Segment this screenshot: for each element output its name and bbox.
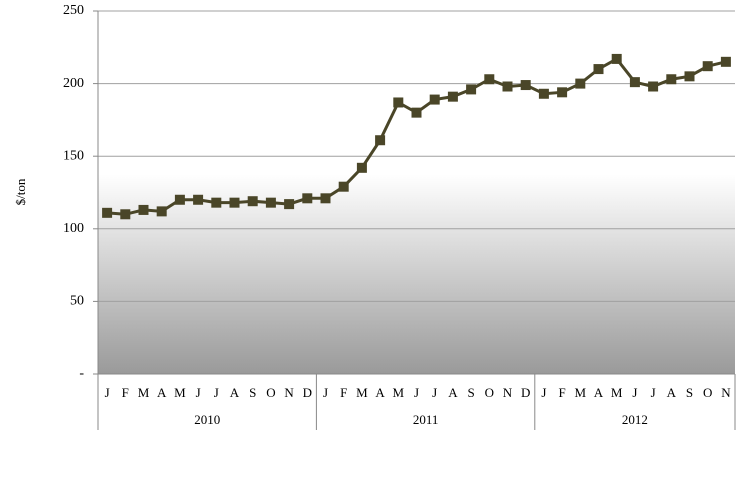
marker — [320, 193, 331, 204]
x-tick-label: N — [503, 385, 513, 400]
y-tick-label: 50 — [70, 294, 84, 309]
marker — [138, 204, 149, 215]
x-tick-label: A — [594, 385, 604, 400]
x-tick-label: N — [284, 385, 294, 400]
x-tick-label: J — [541, 385, 546, 400]
x-tick-label: O — [703, 385, 712, 400]
x-tick-label: A — [448, 385, 458, 400]
plot-background — [98, 11, 735, 374]
marker — [593, 64, 604, 75]
marker — [666, 74, 677, 85]
marker — [520, 80, 531, 91]
y-tick-label: 200 — [63, 76, 84, 91]
marker — [611, 53, 622, 64]
x-group-label: 2011 — [413, 412, 439, 427]
marker — [648, 81, 659, 92]
marker — [284, 199, 295, 210]
marker — [538, 88, 549, 99]
marker — [211, 197, 222, 208]
marker — [375, 135, 386, 146]
x-tick-label: A — [157, 385, 167, 400]
x-tick-label: D — [521, 385, 530, 400]
x-tick-label: N — [721, 385, 731, 400]
marker — [502, 81, 513, 92]
x-tick-label: S — [249, 385, 256, 400]
marker — [120, 209, 131, 220]
x-tick-label: J — [105, 385, 110, 400]
x-tick-label: J — [432, 385, 437, 400]
marker — [174, 194, 185, 205]
marker — [393, 97, 404, 108]
marker — [265, 197, 276, 208]
marker — [102, 207, 113, 218]
marker — [557, 87, 568, 98]
x-tick-label: M — [356, 385, 368, 400]
marker — [338, 181, 349, 192]
marker — [629, 77, 640, 88]
x-tick-label: S — [686, 385, 693, 400]
marker — [247, 196, 258, 207]
x-tick-label: J — [323, 385, 328, 400]
marker — [466, 84, 477, 95]
x-tick-label: M — [611, 385, 623, 400]
x-tick-label: O — [485, 385, 494, 400]
x-tick-label: J — [651, 385, 656, 400]
marker — [575, 78, 586, 89]
marker — [484, 74, 495, 85]
marker — [193, 194, 204, 205]
x-group-label: 2012 — [622, 412, 648, 427]
x-tick-label: O — [266, 385, 275, 400]
marker — [429, 94, 440, 105]
marker — [447, 91, 458, 102]
marker — [156, 206, 167, 217]
marker — [411, 107, 422, 118]
y-tick-label: 100 — [63, 221, 84, 236]
x-tick-label: F — [122, 385, 129, 400]
x-tick-label: J — [214, 385, 219, 400]
y-tick-label: 150 — [63, 148, 84, 163]
x-tick-label: A — [667, 385, 677, 400]
x-tick-label: M — [138, 385, 150, 400]
marker — [720, 56, 731, 67]
y-tick-label: 250 — [63, 3, 84, 18]
x-tick-label: A — [375, 385, 385, 400]
x-tick-label: J — [632, 385, 637, 400]
x-tick-label: A — [230, 385, 240, 400]
marker — [229, 197, 240, 208]
x-tick-label: M — [575, 385, 587, 400]
y-tick-label: - — [79, 366, 84, 381]
x-tick-label: S — [467, 385, 474, 400]
marker — [356, 162, 367, 173]
marker — [302, 193, 313, 204]
marker — [684, 71, 695, 82]
x-tick-label: D — [303, 385, 312, 400]
x-tick-label: F — [558, 385, 565, 400]
x-tick-label: J — [196, 385, 201, 400]
x-tick-label: M — [174, 385, 186, 400]
y-axis-label: $/ton — [13, 178, 28, 205]
x-tick-label: J — [414, 385, 419, 400]
x-group-label: 2010 — [194, 412, 220, 427]
x-tick-label: M — [393, 385, 405, 400]
marker — [702, 61, 713, 72]
x-tick-label: F — [340, 385, 347, 400]
